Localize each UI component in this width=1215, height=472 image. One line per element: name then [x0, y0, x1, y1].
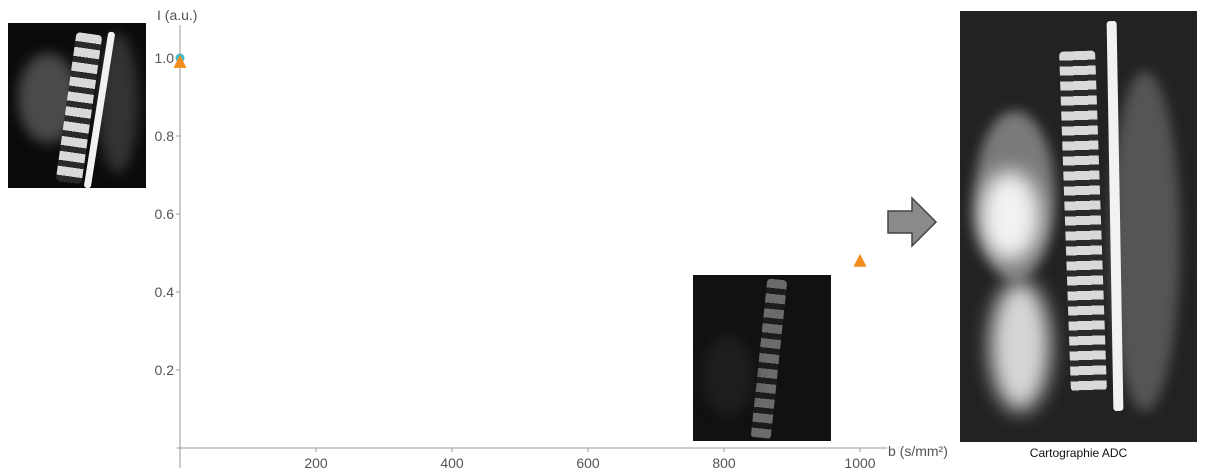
y-axis-title: I (a.u.) — [157, 7, 197, 23]
x-tick-label: 600 — [576, 455, 600, 471]
mri-diffusion-weighted-icon — [693, 275, 831, 441]
adc-caption: Cartographie ADC — [1029, 446, 1128, 460]
right-arrow-icon — [887, 196, 938, 248]
chart-ticks: 200 400 600 800 1000 0.2 0.4 0.6 0.8 1.0 — [155, 50, 876, 471]
mri-adc-map-icon — [960, 11, 1197, 442]
mri-sagittal-spine-icon — [8, 23, 146, 188]
y-tick-label: 0.6 — [155, 206, 175, 222]
x-tick-label: 1000 — [844, 455, 875, 471]
x-tick-label: 200 — [304, 455, 328, 471]
y-tick-label: 0.4 — [155, 284, 175, 300]
y-tick-label: 0.8 — [155, 128, 175, 144]
chart-axes — [176, 25, 888, 468]
data-point-triangle — [853, 253, 867, 267]
y-tick-label: 1.0 — [155, 50, 175, 66]
chart-marks — [173, 53, 867, 267]
x-tick-label: 800 — [712, 455, 736, 471]
x-axis-title: b (s/mm²) — [888, 443, 948, 459]
y-tick-label: 0.2 — [155, 362, 175, 378]
data-point-triangle — [173, 54, 187, 68]
x-tick-label: 400 — [440, 455, 464, 471]
